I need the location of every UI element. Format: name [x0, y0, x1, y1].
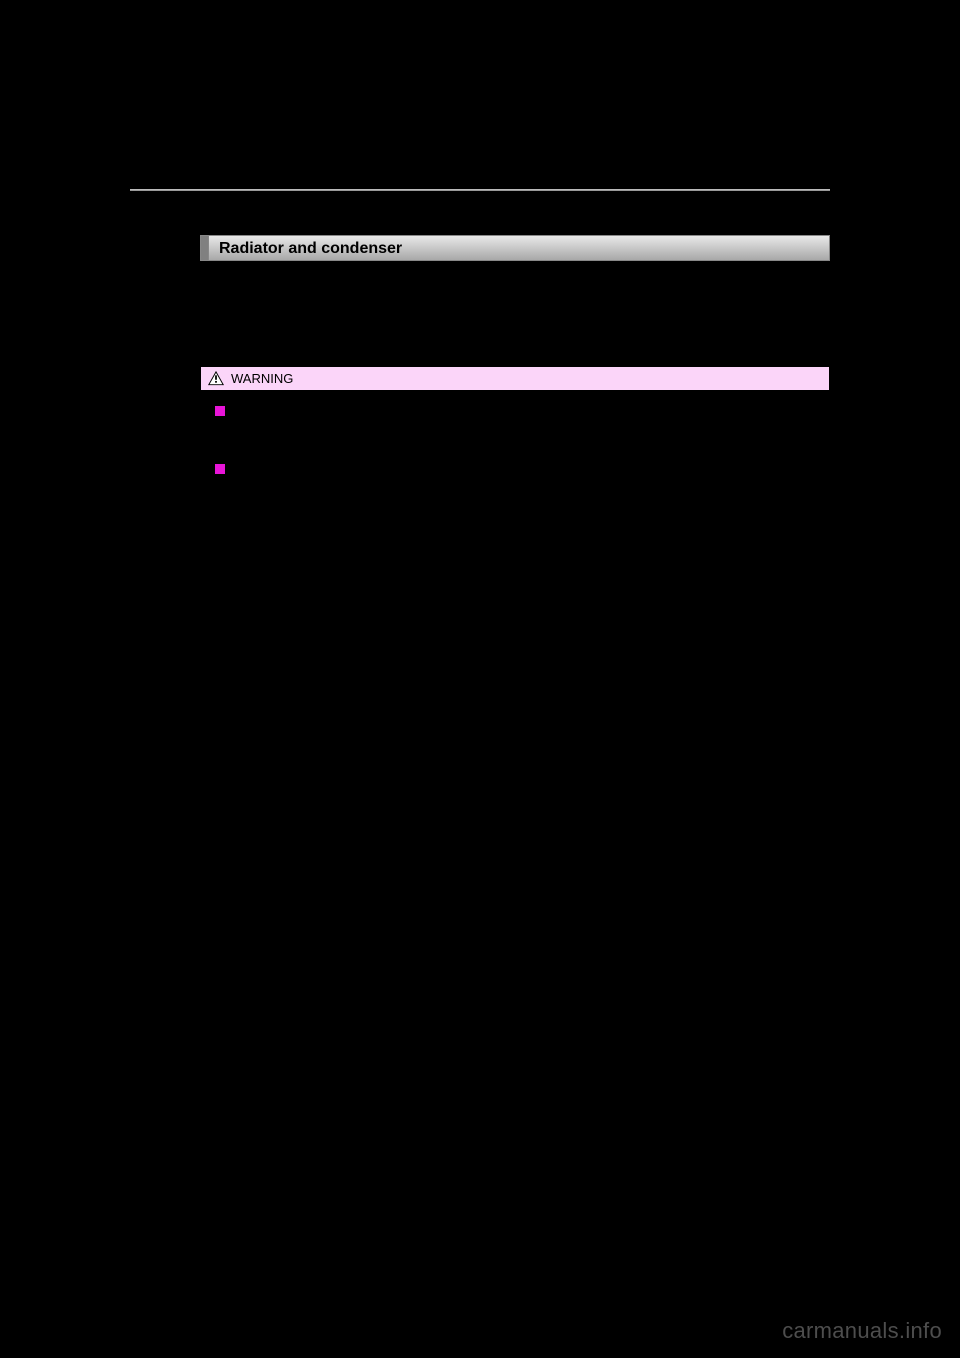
manual-page: 480 6-3. Do-it-yourself maintenance Radi…: [130, 160, 830, 588]
page-number: 480: [130, 160, 152, 175]
section-heading: Radiator and condenser: [200, 235, 830, 261]
warning-triangle-icon: [207, 370, 225, 386]
warning-item-text: Do not touch the radiator or condenser a…: [233, 423, 815, 459]
warning-item: When the engine is hot: [215, 403, 815, 421]
section-title: Radiator and condenser: [209, 236, 829, 260]
breadcrumb: 6-3. Do-it-yourself maintenance: [649, 160, 830, 175]
square-bullet-icon: [215, 406, 225, 416]
watermark: carmanuals.info: [782, 1318, 942, 1344]
warning-item-heading: When the electric cooling fan is operati…: [233, 461, 501, 479]
warning-item: When the electric cooling fan is operati…: [215, 461, 815, 479]
warning-header: WARNING: [201, 367, 829, 391]
warning-body: When the engine is hot Do not touch the …: [201, 391, 829, 587]
page-header-row: 480 6-3. Do-it-yourself maintenance: [130, 160, 830, 175]
warning-box: WARNING When the engine is hot Do not to…: [200, 366, 830, 588]
body-paragraph: Check the radiator and condenser and cle…: [200, 277, 830, 336]
section-accent-bar: [201, 236, 209, 260]
square-bullet-icon: [215, 464, 225, 474]
warning-item-text: Do not touch the engine compartment. Wit…: [233, 482, 815, 573]
warning-label: WARNING: [231, 371, 293, 386]
warning-item-heading: When the engine is hot: [233, 403, 381, 421]
header-rule: [130, 189, 830, 191]
